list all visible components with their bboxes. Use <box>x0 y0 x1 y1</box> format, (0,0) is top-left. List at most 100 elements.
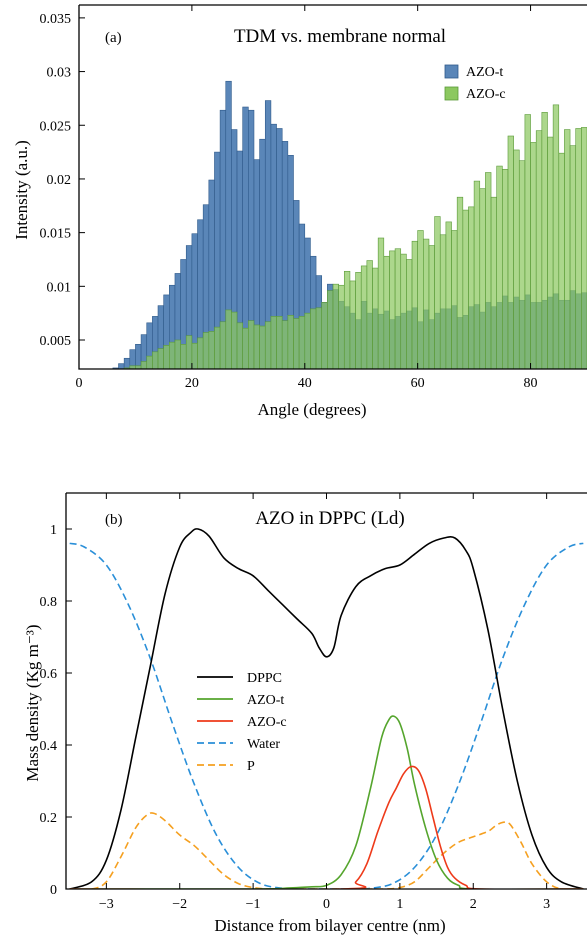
panel-b-title: AZO in DPPC (Ld) <box>255 508 404 529</box>
bar-azo-c-26 <box>225 309 232 370</box>
bar-azo-c-41 <box>310 308 317 370</box>
bar-azo-c-12 <box>146 355 153 370</box>
b-y-tick-label-4: 0.8 <box>40 595 58 610</box>
bar-azo-c-71 <box>479 188 486 370</box>
bar-azo-c-86 <box>564 129 571 370</box>
bar-azo-c-24 <box>214 326 221 370</box>
panel-b-x-axis-label: Distance from bilayer centre (nm) <box>214 916 445 935</box>
y-tick-label-0: 0.005 <box>40 334 72 349</box>
bar-azo-c-80 <box>530 142 537 370</box>
legend-label-azo-c: AZO-c <box>247 715 287 730</box>
panel-a-y-axis-label: Intensity (a.u.) <box>12 140 31 240</box>
bar-azo-c-43 <box>321 302 328 370</box>
b-y-tick-label-1: 0.2 <box>40 811 58 826</box>
bar-azo-c-79 <box>524 114 531 370</box>
bar-azo-c-25 <box>219 321 227 370</box>
line-dppc <box>69 528 584 889</box>
bar-azo-c-57 <box>400 253 407 370</box>
bar-azo-c-16 <box>169 341 176 370</box>
b-x-tick-label-0: −3 <box>99 897 114 912</box>
bar-azo-c-44 <box>327 290 334 370</box>
bar-azo-c-30 <box>248 320 255 370</box>
bar-azo-c-76 <box>507 135 514 370</box>
bar-azo-c-84 <box>552 104 560 370</box>
bar-azo-c-72 <box>485 172 492 370</box>
legend-label-water: Water <box>247 737 280 752</box>
panel-b-label: (b) <box>105 512 123 528</box>
panel-a-x-axis-label: Angle (degrees) <box>257 400 366 419</box>
bar-azo-c-49 <box>355 272 362 370</box>
bar-azo-c-15 <box>163 345 170 370</box>
x-tick-label-0: 0 <box>76 376 83 391</box>
bar-azo-c-40 <box>304 312 311 370</box>
bar-azo-c-46 <box>338 284 345 370</box>
bar-azo-c-27 <box>231 311 238 370</box>
bar-azo-c-37 <box>287 315 294 370</box>
bar-azo-c-29 <box>242 327 249 370</box>
panel-a-label: (a) <box>105 30 122 46</box>
bar-azo-c-64 <box>439 234 447 370</box>
bar-azo-t-7 <box>118 363 125 370</box>
bar-azo-c-21 <box>197 337 204 370</box>
y-tick-label-1: 0.01 <box>47 280 72 295</box>
bar-azo-c-54 <box>383 255 390 370</box>
panel-b-axes: −3 −2 −1 0 1 2 3 0 0.2 0.4 0.6 0.8 1 <box>40 492 587 912</box>
y-tick-label-2: 0.015 <box>40 227 72 242</box>
bar-azo-c-36 <box>281 320 289 370</box>
bar-azo-c-81 <box>535 130 543 370</box>
legend-label-azo-t: AZO-t <box>466 65 503 80</box>
bar-azo-c-50 <box>360 265 368 370</box>
line-p <box>69 812 584 889</box>
panel-a-title: TDM vs. membrane normal <box>234 26 446 47</box>
bar-azo-c-28 <box>236 322 243 370</box>
bar-azo-c-56 <box>394 248 402 370</box>
bar-azo-c-11 <box>140 361 148 370</box>
legend-label-p: P <box>247 759 255 774</box>
bar-azo-c-51 <box>366 260 373 370</box>
x-tick-label-20: 20 <box>185 376 199 391</box>
bar-azo-c-45 <box>332 283 339 370</box>
line-azo-t <box>69 715 584 889</box>
y-tick-label-4: 0.025 <box>40 119 72 134</box>
bar-azo-c-20 <box>191 342 198 370</box>
bar-azo-c-32 <box>259 325 266 370</box>
bar-azo-c-55 <box>389 250 396 370</box>
b-x-tick-label-4: 1 <box>396 897 403 912</box>
bar-azo-c-63 <box>434 216 441 370</box>
b-y-tick-label-3: 0.6 <box>40 667 58 682</box>
bar-azo-c-69 <box>468 206 475 370</box>
x-tick-label-80: 80 <box>524 376 538 391</box>
line-water <box>69 542 584 889</box>
panel-a-axes: 0 20 40 60 80 0.005 0.01 0.015 0.02 0.025 0.03 0.03… <box>40 4 587 391</box>
bar-azo-c-14 <box>157 348 164 370</box>
b-x-tick-label-5: 2 <box>470 897 477 912</box>
bar-azo-c-59 <box>411 240 418 370</box>
bar-azo-t-10 <box>135 343 142 370</box>
legend-swatch-azo-c <box>444 86 459 101</box>
bar-azo-c-42 <box>315 307 323 370</box>
bar-azo-c-82 <box>541 112 548 370</box>
bar-azo-c-33 <box>264 321 272 370</box>
bar-azo-c-18 <box>180 343 187 370</box>
bar-azo-c-17 <box>174 339 181 370</box>
legend-label-azo-t: AZO-t <box>247 693 284 708</box>
legend-swatch-azo-t <box>444 64 459 79</box>
bar-azo-c-75 <box>502 168 509 370</box>
bar-azo-t-8 <box>123 357 131 370</box>
bar-azo-c-87 <box>569 145 577 370</box>
b-y-tick-label-2: 0.4 <box>40 739 58 754</box>
bar-azo-c-60 <box>417 230 424 370</box>
bar-azo-c-66 <box>451 230 458 370</box>
panel-b-lines <box>69 528 584 889</box>
y-tick-label-6: 0.035 <box>40 12 72 27</box>
panel-a-legend: AZO-t AZO-c <box>444 64 506 102</box>
bar-azo-c-19 <box>185 335 193 370</box>
bar-azo-c-74 <box>496 165 503 370</box>
bar-azo-c-53 <box>377 237 385 370</box>
panel-b-axis-lines <box>65 493 587 890</box>
bar-azo-c-67 <box>456 196 464 370</box>
x-tick-label-60: 60 <box>411 376 425 391</box>
bar-azo-c-89 <box>581 127 587 370</box>
b-x-tick-label-2: −1 <box>246 897 261 912</box>
